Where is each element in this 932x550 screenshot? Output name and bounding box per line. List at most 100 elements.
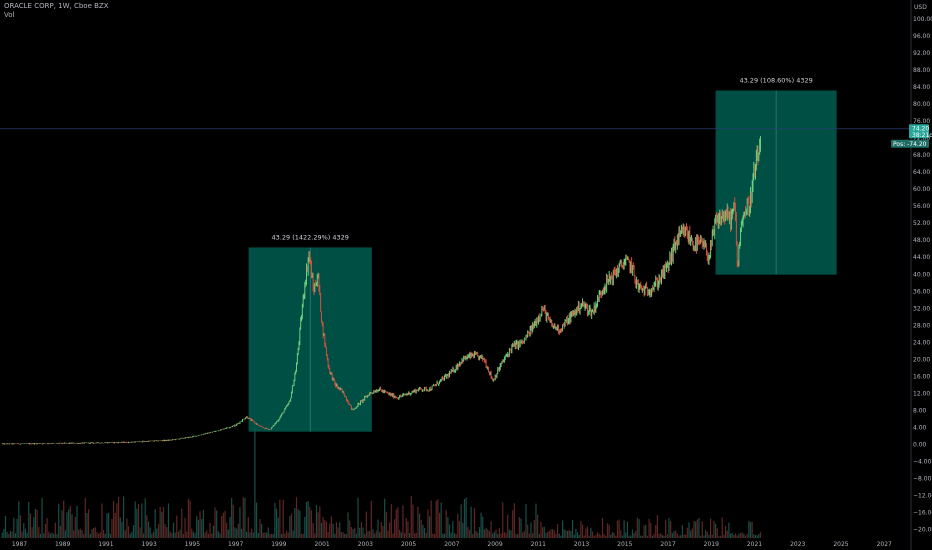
volume-bar-408 (678, 535, 680, 538)
volume-bar-240 (399, 529, 401, 538)
volume-bar-300 (498, 527, 500, 538)
volume-bar-287 (477, 532, 479, 538)
volume-bar-145 (241, 528, 243, 538)
volume-bar-375 (623, 520, 625, 538)
volume-bar-223 (370, 500, 372, 538)
last-price-tag (909, 124, 929, 139)
volume-bar-81 (134, 501, 136, 538)
volume-bar-382 (635, 530, 637, 538)
volume-bar-414 (688, 522, 690, 538)
volume-bar-450 (748, 520, 750, 538)
volume-bar-111 (184, 517, 186, 538)
volume-bar-13 (21, 531, 23, 538)
price-tick-label: 92.00 (913, 50, 930, 57)
volume-bar-230 (382, 525, 384, 538)
volume-bar-83 (137, 503, 140, 538)
volume-bar-187 (310, 510, 313, 538)
volume-bar-60 (99, 532, 101, 538)
price-tick-label: 96.00 (913, 33, 930, 40)
volume-bar-427 (710, 518, 712, 538)
volume-bar-165 (274, 502, 276, 538)
volume-bar-172 (285, 530, 288, 538)
volume-bar-428 (711, 534, 713, 538)
volume-bar-343 (570, 530, 572, 538)
volume-bar-367 (610, 534, 612, 538)
volume-bar-28 (46, 518, 48, 538)
volume-bar-274 (455, 533, 457, 538)
volume-bar-373 (620, 530, 622, 538)
volume-bar-266 (442, 533, 444, 538)
time-tick-label: 2023 (790, 541, 805, 548)
volume-bar-152 (252, 532, 254, 538)
volume-bar-129 (214, 507, 216, 538)
volume-bar-326 (542, 527, 544, 538)
volume-bar-133 (221, 515, 223, 538)
volume-bar-184 (305, 501, 308, 538)
volume-bar-195 (324, 520, 326, 538)
volume-bar-224 (372, 529, 374, 538)
volume-bar-141 (234, 527, 236, 538)
price-tick-label: 52.00 (913, 220, 930, 227)
time-tick-label: 2019 (704, 541, 719, 548)
volume-bar-258 (428, 516, 431, 538)
time-tick-label: 2007 (444, 541, 459, 548)
volume-bar-55 (91, 529, 93, 538)
volume-bar-132 (219, 533, 221, 538)
volume-bar-385 (640, 535, 642, 538)
volume-bar-254 (422, 524, 424, 538)
volume-bar-220 (365, 511, 367, 538)
volume-bar-68 (112, 500, 115, 538)
price-tick-label: 32.00 (913, 305, 930, 312)
price-tick-label: 4.00 (913, 424, 927, 431)
volume-bar-322 (535, 503, 537, 538)
volume-bar-335 (557, 524, 559, 538)
volume-bar-215 (357, 497, 359, 538)
volume-bar-79 (131, 531, 133, 538)
volume-bar-174 (289, 515, 291, 538)
volume-bar-441 (733, 534, 735, 538)
volume-bar-379 (630, 535, 632, 538)
volume-bar-306 (508, 529, 510, 538)
volume-bar-327 (543, 526, 545, 538)
volume-bar-431 (716, 528, 718, 538)
volume-bar-232 (385, 511, 387, 538)
time-axis[interactable]: 1987 1989 1991 1993 1995 1997 1999 2001 2003 2005… (12, 541, 892, 548)
price-axis[interactable]: USD100.0096.0092.0088.0084.0080.0076.007… (910, 0, 932, 550)
volume-bar-235 (390, 504, 392, 538)
volume-bar-257 (427, 509, 429, 538)
volume-bar-443 (736, 535, 738, 538)
volume-bar-333 (553, 530, 555, 538)
volume-bar-192 (319, 506, 321, 538)
volume-bar-88 (146, 514, 148, 538)
volume-bar-372 (618, 519, 620, 538)
volume-bar-120 (199, 511, 201, 538)
volume-bar-336 (558, 533, 560, 538)
volume-indicator-label[interactable]: Vol (4, 11, 15, 19)
volume-bar-189 (314, 533, 316, 538)
price-tick-label: −8.00 (913, 475, 932, 482)
volume-bar-70 (116, 503, 118, 538)
volume-bar-11 (18, 501, 20, 538)
volume-bar-183 (304, 516, 306, 538)
volume-bar-103 (171, 533, 173, 538)
volume-bar-123 (204, 532, 206, 538)
volume-bar-98 (162, 507, 165, 538)
volume-bar-127 (211, 533, 213, 538)
volume-bar-213 (354, 527, 356, 538)
volume-bar-313 (520, 518, 522, 538)
volume-bar-268 (445, 510, 447, 538)
volume-bar-405 (673, 531, 675, 538)
volume-bar-344 (571, 520, 574, 538)
volume-bar-430 (714, 523, 717, 538)
volume-bar-293 (487, 529, 489, 538)
volume-bar-65 (107, 513, 110, 538)
volume-bar-52 (86, 512, 88, 538)
volume-bar-48 (79, 528, 81, 538)
volume-bar-456 (758, 534, 760, 538)
volume-bar-12 (19, 515, 22, 538)
volume-bar-351 (583, 535, 585, 538)
price-tick-label: 84.00 (913, 84, 930, 91)
volume-bar-363 (603, 534, 605, 538)
chart-symbol-title[interactable]: ORACLE CORP, 1W, Cboe BZX (4, 2, 109, 10)
